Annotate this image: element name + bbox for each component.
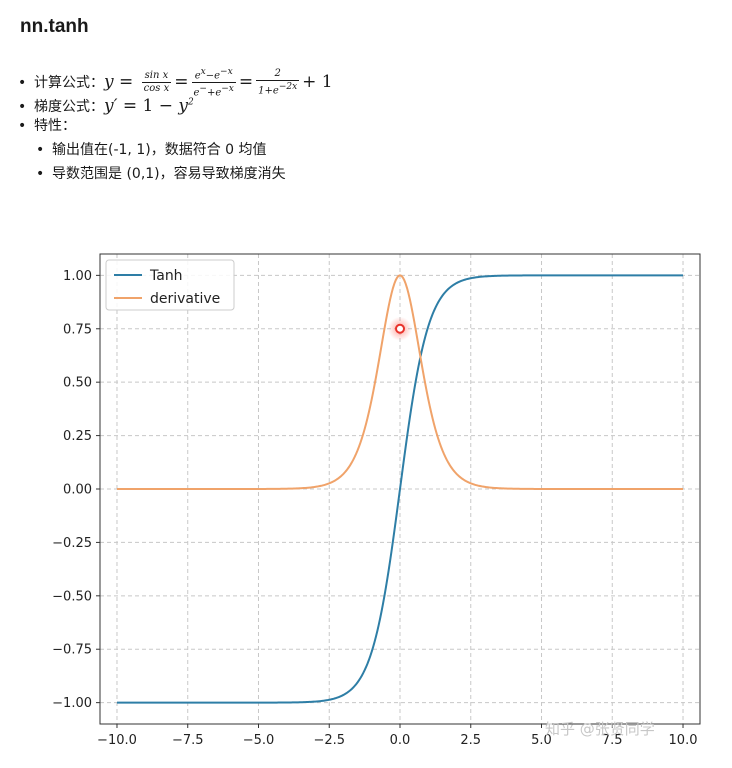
y-tick-label: 1.00 <box>63 269 92 284</box>
legend-label: derivative <box>150 291 220 307</box>
list-item-properties: • 特性： <box>18 114 333 138</box>
y-tick-label: 0.75 <box>63 322 92 337</box>
list-item-gradient: • 梯度公式：y′ = 1 − y2 <box>18 90 333 116</box>
property-text: 导数范围是 (0,1)，容易导致梯度消失 <box>52 166 286 182</box>
list-item-property: • 导数范围是 (0,1)，容易导致梯度消失 <box>18 162 333 186</box>
bullet-dot: • <box>18 118 27 134</box>
property-text: 输出值在(-1, 1)，数据符合 0 均值 <box>52 142 267 158</box>
y-tick-label: 0.25 <box>63 429 92 444</box>
y-tick-label: 0.00 <box>63 483 92 498</box>
tanh-chart: −10.0 −7.5 −5.0 −2.5 0.0 2.5 5.0 7.5 10.0 −1.00−… <box>52 253 701 748</box>
bullet-dot: • <box>18 98 27 115</box>
watermark: 知乎 @张贤同学 <box>545 720 655 738</box>
x-tick-label: −5.0 <box>243 733 275 748</box>
tanh-formula: y = sin x cos x = ex−e−x e−+e−x = 2 1+e−2x + 1 <box>104 67 333 99</box>
x-tick-label: 10.0 <box>669 733 698 748</box>
list-item-formula: • 计算公式：y = sin x cos x = ex−e−x e−+e−x = 2 1+e−2… <box>18 66 333 99</box>
x-tick-label: −7.5 <box>172 733 204 748</box>
list-item-property: • 输出值在(-1, 1)，数据符合 0 均值 <box>18 138 333 162</box>
page-title: nn.tanh <box>20 16 89 37</box>
plot-frame <box>99 253 701 725</box>
x-tick-label: −10.0 <box>97 733 137 748</box>
x-tick-label: 0.0 <box>390 733 411 748</box>
gradient-label: 梯度公式： <box>34 98 104 115</box>
x-tick-label: −2.5 <box>313 733 345 748</box>
x-tick-label: 5.0 <box>531 733 552 748</box>
highlight-marker <box>388 316 412 341</box>
y-tick-label: −0.50 <box>52 589 92 604</box>
series-line-derivative <box>116 274 684 490</box>
bullet-dot: • <box>18 75 27 92</box>
y-axis: −1.00 −0.75 −0.50 −0.25 0.00 0.25 0.50 0.75 1.00 <box>52 269 100 711</box>
legend: Tanh derivative <box>105 259 235 311</box>
x-axis: −10.0 −7.5 −5.0 −2.5 0.0 2.5 5.0 7.5 10.0 <box>97 724 697 748</box>
properties-label: 特性： <box>34 118 76 134</box>
y-tick-label: −0.75 <box>52 643 92 658</box>
y-tick-label: −0.25 <box>52 536 92 551</box>
x-tick-label: 7.5 <box>602 733 623 748</box>
y-tick-label: 0.50 <box>63 376 92 391</box>
gradient-formula: y′ = 1 − y2 <box>104 95 194 116</box>
bullet-dot: • <box>36 166 45 182</box>
series-line-tanh <box>116 274 684 704</box>
y-tick-label: −1.00 <box>52 696 92 711</box>
bullet-list: • 计算公式：y = sin x cos x = ex−e−x e−+e−x = 2 1+e−2… <box>18 66 333 186</box>
legend-label: Tanh <box>149 268 183 284</box>
grid-lines <box>100 254 700 724</box>
series-lines <box>116 274 684 704</box>
x-tick-label: 2.5 <box>460 733 481 748</box>
formula-label: 计算公式： <box>34 75 104 92</box>
bullet-dot: • <box>36 142 45 158</box>
highlight-point <box>395 323 405 334</box>
